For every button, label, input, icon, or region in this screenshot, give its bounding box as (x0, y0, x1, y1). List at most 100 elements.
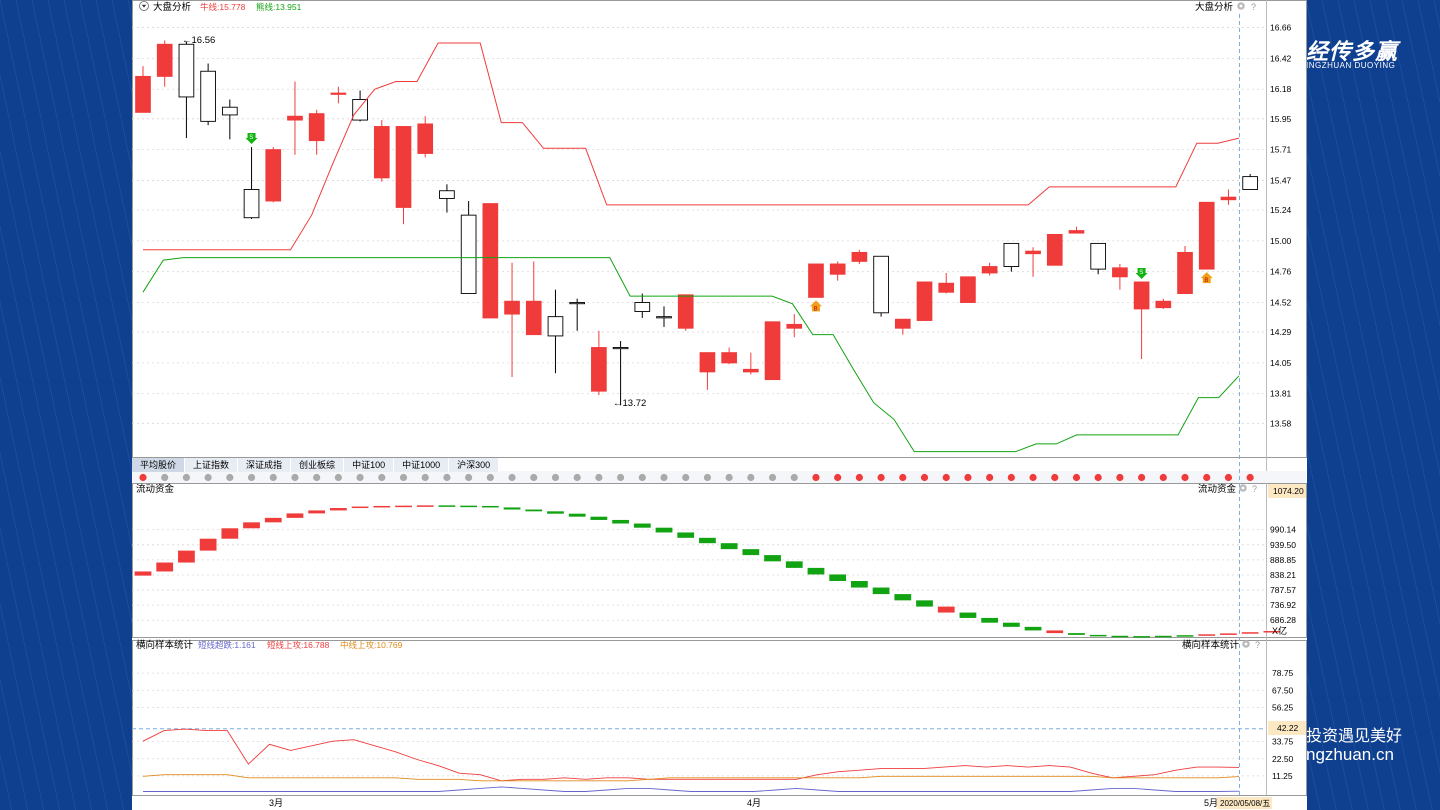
fund-bar (916, 600, 933, 607)
signal-dot (247, 473, 256, 482)
fund-bar (742, 549, 760, 556)
index-tabs: 平均股价 上证指数 深证成指 创业板综 中证100 中证1000 沪深300 (132, 458, 500, 472)
tab-csi1000[interactable]: 中证1000 (394, 458, 450, 472)
short-break-line (143, 786, 1240, 792)
fund-bar (959, 612, 977, 618)
stats-help-icon[interactable]: ? (1255, 640, 1260, 650)
high-price-marker: ←16.56 (182, 35, 215, 46)
background-stripe (79, 0, 132, 248)
collapse-icon[interactable] (139, 1, 149, 11)
fund-bar (156, 562, 174, 572)
sell-signal-icon: S (245, 133, 258, 145)
stats-y-tick: 33.75 (1272, 737, 1294, 747)
candle (851, 251, 868, 262)
candle (330, 92, 347, 95)
fund-bar (1241, 632, 1259, 634)
signal-dot (291, 473, 299, 482)
fund-bar (677, 532, 695, 538)
signal-dot (899, 473, 907, 482)
candle (1242, 176, 1258, 190)
tab-shanghai-index[interactable]: 上证指数 (185, 458, 239, 472)
candle (981, 266, 998, 274)
stats-settings-gear-icon[interactable] (1242, 640, 1250, 648)
main-y-tick: 15.47 (1270, 175, 1292, 185)
fund-bar (1263, 631, 1281, 633)
background-stripe (0, 678, 28, 810)
candle (547, 316, 564, 337)
tab-csi100[interactable]: 中证100 (344, 458, 395, 472)
tab-chinext-index[interactable]: 创业板综 (291, 458, 345, 472)
signal-dot (1072, 473, 1081, 482)
main-right-title: 大盘分析 (1195, 1, 1234, 13)
signal-dot (942, 473, 950, 482)
signal-dot (986, 473, 994, 482)
fund-help-icon[interactable]: ? (1252, 484, 1257, 494)
signal-dot (703, 473, 712, 482)
fund-bar (416, 505, 434, 507)
background-stripe (0, 149, 132, 776)
candle (612, 347, 629, 350)
candle (1112, 267, 1128, 278)
signal-dot (313, 473, 321, 482)
mid-up-label: 中线上攻:10.769 (340, 640, 403, 650)
fund-bar (329, 508, 347, 511)
fund-bar (395, 505, 412, 508)
bear-line (142, 257, 1240, 453)
chart-svg[interactable]: 16.66 16.42 16.18 15.95 15.71 15.47 15.24 15.00… (132, 0, 1307, 810)
signal-dot (443, 473, 451, 482)
candle (938, 282, 955, 293)
signal-dot (356, 473, 364, 482)
fund-bar (351, 506, 369, 509)
fund-settings-gear-icon[interactable] (1239, 484, 1247, 492)
tab-shenzhen-index[interactable]: 深证成指 (238, 458, 292, 472)
main-y-tick: 16.42 (1270, 53, 1292, 63)
buy-signal-icon: B (1200, 272, 1213, 284)
fund-bar (134, 571, 152, 576)
main-y-tick: 14.29 (1270, 327, 1292, 337)
candle (786, 323, 803, 329)
background-stripe (0, 451, 76, 810)
signal-dot (660, 473, 668, 482)
candle (243, 189, 260, 219)
fund-current-value: 1074.20 (1273, 486, 1304, 496)
background-stripe (1306, 295, 1417, 810)
background-stripe (1306, 0, 1440, 625)
main-y-tick: 15.95 (1270, 114, 1292, 124)
candle (916, 281, 933, 321)
candle (808, 263, 824, 298)
candle (1090, 242, 1107, 270)
fund-bar (525, 509, 543, 512)
stats-y-tick: 22.50 (1272, 754, 1294, 764)
fund-unit: X亿 (1272, 625, 1287, 636)
background-stripe (0, 224, 124, 810)
settings-gear-icon[interactable] (1237, 2, 1245, 10)
bull-line-label: 牛线:15.778 (200, 2, 246, 12)
fund-bar (1176, 635, 1194, 637)
candle (178, 43, 195, 98)
panel-frame (132, 640, 1307, 796)
fund-bar (178, 550, 195, 563)
candle (417, 123, 434, 154)
fund-bar (829, 574, 847, 581)
signal-dot (855, 473, 863, 482)
fund-bar (655, 527, 673, 533)
x-label-may: 5月 (1204, 798, 1218, 808)
background-stripe (31, 0, 132, 474)
fund-y-tick: 939.50 (1270, 540, 1296, 550)
main-y-tick: 14.76 (1270, 267, 1292, 277)
help-icon[interactable]: ? (1251, 2, 1256, 12)
main-y-tick: 14.52 (1270, 298, 1292, 308)
fund-bar (199, 538, 217, 551)
tab-average-price[interactable]: 平均股价 (132, 458, 186, 472)
fund-bar (243, 522, 260, 529)
fund-bar (481, 505, 499, 508)
chart-panel[interactable]: 16.66 16.42 16.18 15.95 15.71 15.47 15.24 15.00… (132, 0, 1307, 810)
fund-bar (460, 505, 478, 508)
tab-csi300[interactable]: 沪深300 (449, 458, 500, 472)
main-y-tick: 15.00 (1270, 236, 1292, 246)
background-stripe (95, 0, 132, 172)
signal-dot (465, 473, 473, 482)
signal-dot (1116, 473, 1124, 482)
bear-line-label: 熊线:13.951 (256, 2, 302, 12)
short-break-label: 短线超跌:1.161 (198, 640, 256, 650)
